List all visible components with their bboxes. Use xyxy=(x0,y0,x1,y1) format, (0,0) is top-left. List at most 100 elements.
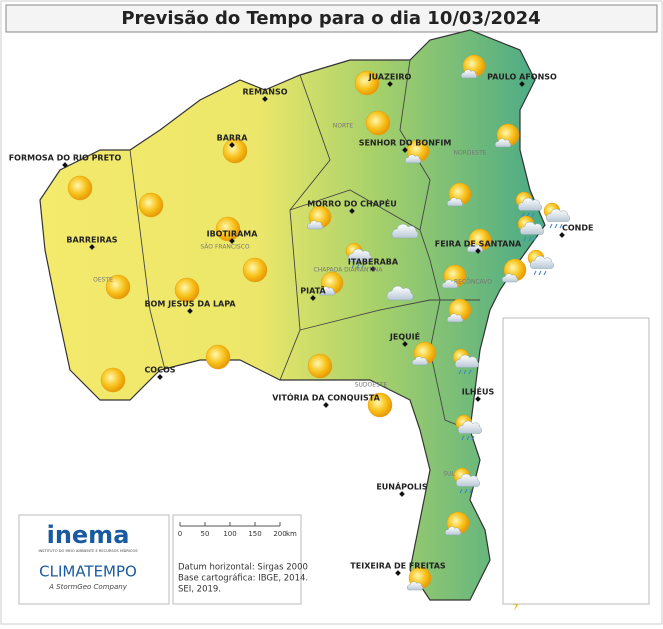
region-label: CHAPADA DIAMANTINA xyxy=(314,267,384,274)
sun xyxy=(67,175,93,201)
cloud xyxy=(456,473,480,487)
title-box xyxy=(5,4,658,33)
scale-label: 200 xyxy=(273,530,286,538)
rain xyxy=(351,263,355,269)
cloud xyxy=(520,221,544,235)
logo-box xyxy=(18,514,170,605)
sun xyxy=(174,277,200,303)
climatempo-logo: CLIMATEMPO xyxy=(39,563,137,581)
city-dot xyxy=(89,244,95,250)
cloud xyxy=(441,279,459,289)
cloud xyxy=(386,285,414,301)
city-dot xyxy=(157,374,163,380)
cloud xyxy=(306,220,324,230)
scale-box xyxy=(172,514,302,605)
cloud xyxy=(348,248,372,262)
cloud xyxy=(460,69,478,79)
sun xyxy=(307,353,333,379)
city-dot xyxy=(262,96,268,102)
title: Previsão do Tempo para o dia 10/03/2024 xyxy=(121,8,540,29)
city-dot xyxy=(402,341,408,347)
cloud xyxy=(458,420,482,434)
city-label: PIATÃ xyxy=(300,286,326,296)
rain xyxy=(461,435,465,441)
rain xyxy=(538,270,542,276)
rain xyxy=(533,270,537,276)
legend-box xyxy=(502,317,650,605)
city-label: ITABERABA xyxy=(348,258,399,267)
scale-label: 50 xyxy=(201,530,210,538)
rain xyxy=(559,223,563,229)
city-label: FEIRA DE SANTANA xyxy=(435,240,522,249)
rain xyxy=(471,435,475,441)
scale-label: 150 xyxy=(248,530,261,538)
city-label: REMANSO xyxy=(242,88,287,97)
rain xyxy=(469,488,473,494)
city-dot xyxy=(475,248,481,254)
region-label: SUL xyxy=(443,471,455,478)
sun xyxy=(222,138,248,164)
city-label: MORRO DO CHAPÉU xyxy=(307,198,396,209)
city-label: EUNÁPOLIS xyxy=(376,481,428,492)
region-label: OESTE xyxy=(93,277,113,284)
rain xyxy=(521,212,525,218)
rain xyxy=(533,236,537,242)
city-dot xyxy=(395,570,401,576)
cloud xyxy=(446,197,464,207)
cloud xyxy=(406,581,424,591)
rain xyxy=(361,263,365,269)
city-dot xyxy=(370,266,376,272)
scale-label: 100 xyxy=(223,530,236,538)
city-label: CONDE xyxy=(562,224,593,233)
map-note: Datum horizontal: Sirgas 2000 xyxy=(178,563,308,573)
city-label: BOM JESUS DA LAPA xyxy=(144,300,236,309)
city-dot xyxy=(475,396,481,402)
rain xyxy=(464,488,468,494)
rain xyxy=(531,212,535,218)
climatempo-sub: A StormGeo Company xyxy=(48,583,128,591)
rain xyxy=(356,263,360,269)
sun xyxy=(100,367,126,393)
rain xyxy=(458,369,462,375)
city-label: SENHOR DO BONFIM xyxy=(359,139,452,148)
city-dot xyxy=(559,232,565,238)
sun xyxy=(105,274,131,300)
cloud xyxy=(391,223,419,239)
cloud xyxy=(501,273,519,283)
cloud xyxy=(446,313,464,323)
sun xyxy=(365,110,391,136)
sun xyxy=(138,192,164,218)
inema-sub: INSTITUTO DO MEIO AMBIENTE E RECURSOS HÍ… xyxy=(38,548,138,553)
region-borders xyxy=(129,59,480,431)
sun xyxy=(215,216,241,242)
city-label: COCOS xyxy=(144,366,175,375)
sun xyxy=(367,392,393,418)
city-dot xyxy=(519,81,525,87)
rain xyxy=(549,223,553,229)
city-label: JEQUIÉ xyxy=(389,331,420,342)
rain xyxy=(463,369,467,375)
cloud xyxy=(530,255,554,269)
rain xyxy=(523,236,527,242)
sun xyxy=(205,344,231,370)
scale-unit: km xyxy=(286,530,297,538)
rain xyxy=(543,270,547,276)
city-label: IBOTIRAMA xyxy=(207,230,259,239)
weather-icons xyxy=(67,54,570,611)
city-dot xyxy=(402,147,408,153)
sun xyxy=(354,70,380,96)
city-dot xyxy=(387,81,393,87)
region-label: SUDOESTE xyxy=(355,382,388,389)
city-label: PAULO AFONSO xyxy=(487,73,557,82)
city-dot xyxy=(229,238,235,244)
rain xyxy=(468,369,472,375)
region-label: NORDESTE xyxy=(453,150,486,157)
cloud xyxy=(404,154,422,164)
map-note: SEI, 2019. xyxy=(178,585,221,595)
cloud xyxy=(518,197,542,211)
city-label: VITÓRIA DA CONQUISTA xyxy=(272,392,380,403)
region-label: RECÔNCAVO xyxy=(454,279,492,286)
city-label: BARRA xyxy=(217,134,249,143)
cloud xyxy=(494,138,512,148)
